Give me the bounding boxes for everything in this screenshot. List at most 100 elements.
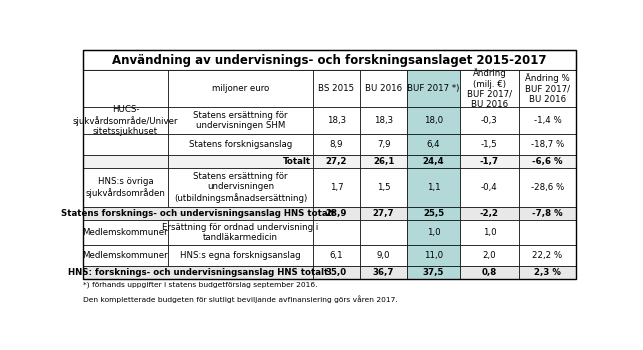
Bar — [83, 50, 576, 279]
Bar — [460, 134, 519, 155]
Text: Statens ersättning för
undervisningen SHM: Statens ersättning för undervisningen SH… — [193, 111, 287, 130]
Text: -1,5: -1,5 — [481, 140, 498, 149]
Bar — [519, 245, 576, 266]
Text: 37,5: 37,5 — [423, 268, 444, 277]
Bar — [519, 206, 576, 220]
Bar — [168, 70, 313, 107]
Text: 18,3: 18,3 — [327, 116, 346, 125]
Bar — [519, 220, 576, 245]
Text: 25,5: 25,5 — [423, 209, 444, 218]
Bar — [168, 245, 313, 266]
Text: Medlemskommuner: Medlemskommuner — [82, 251, 168, 260]
Text: 6,4: 6,4 — [427, 140, 440, 149]
Text: 6,1: 6,1 — [330, 251, 343, 260]
Bar — [407, 107, 460, 134]
Text: HNS:s övriga
sjukvårdsområden: HNS:s övriga sjukvårdsområden — [86, 177, 165, 197]
Text: 36,7: 36,7 — [373, 268, 394, 277]
Bar — [460, 155, 519, 168]
Bar — [83, 107, 168, 134]
Bar — [168, 134, 313, 155]
Text: 26,1: 26,1 — [373, 157, 394, 166]
Text: 28,9: 28,9 — [326, 209, 347, 218]
Bar — [519, 266, 576, 279]
Text: BS 2015: BS 2015 — [318, 84, 354, 93]
Text: Statens forsknings- och undervisningsanslag HNS totalt: Statens forsknings- och undervisningsans… — [61, 209, 335, 218]
Bar — [360, 134, 407, 155]
Bar — [407, 70, 460, 107]
Text: 1,1: 1,1 — [427, 183, 440, 192]
Bar — [313, 155, 360, 168]
Bar — [360, 70, 407, 107]
Bar — [460, 206, 519, 220]
Text: 22,2 %: 22,2 % — [532, 251, 563, 260]
Bar — [83, 245, 168, 266]
Bar — [313, 245, 360, 266]
Text: -6,6 %: -6,6 % — [532, 157, 563, 166]
Bar — [83, 155, 168, 168]
Bar — [168, 155, 313, 168]
Text: BUF 2017 *): BUF 2017 *) — [408, 84, 460, 93]
Text: -28,6 %: -28,6 % — [531, 183, 564, 192]
Bar — [83, 70, 168, 107]
Bar — [83, 134, 168, 155]
Text: 1,0: 1,0 — [483, 228, 496, 237]
Text: Totalt: Totalt — [283, 157, 311, 166]
Bar — [460, 107, 519, 134]
Text: -0,4: -0,4 — [481, 183, 498, 192]
Text: -2,2: -2,2 — [480, 209, 499, 218]
Text: HNS: forsknings- och undervisningsanslag HNS totalt: HNS: forsknings- och undervisningsanslag… — [68, 268, 328, 277]
Bar — [83, 266, 313, 279]
Text: Användning av undervisnings- och forskningsanslaget 2015-2017: Användning av undervisnings- och forskni… — [113, 54, 547, 67]
Bar — [460, 266, 519, 279]
Bar — [313, 206, 360, 220]
Text: HNS:s egna forsknigsanslag: HNS:s egna forsknigsanslag — [180, 251, 301, 260]
Bar — [313, 220, 360, 245]
Bar — [168, 220, 313, 245]
Text: 9,0: 9,0 — [377, 251, 390, 260]
Bar — [519, 70, 576, 107]
Bar — [83, 220, 168, 245]
Text: Statens forsknigsanslag: Statens forsknigsanslag — [189, 140, 292, 149]
Text: 18,3: 18,3 — [374, 116, 393, 125]
Bar — [519, 155, 576, 168]
Bar — [460, 245, 519, 266]
Bar — [407, 134, 460, 155]
Bar — [460, 168, 519, 206]
Text: 1,0: 1,0 — [427, 228, 440, 237]
Text: 24,4: 24,4 — [423, 157, 444, 166]
Text: 35,0: 35,0 — [326, 268, 347, 277]
Text: 2,0: 2,0 — [483, 251, 496, 260]
Text: Ändring %
BUF 2017/
BU 2016: Ändring % BUF 2017/ BU 2016 — [525, 74, 570, 104]
Text: Ersättning för ordnad undervisning i
tandläkarmedicin: Ersättning för ordnad undervisning i tan… — [162, 223, 318, 242]
Bar — [519, 107, 576, 134]
Bar — [360, 220, 407, 245]
Bar — [360, 107, 407, 134]
Text: Ändring
(milj. €)
BUF 2017/
BU 2016: Ändring (milj. €) BUF 2017/ BU 2016 — [467, 68, 512, 109]
Bar — [407, 245, 460, 266]
Bar — [313, 70, 360, 107]
Bar — [313, 107, 360, 134]
Bar — [313, 134, 360, 155]
Bar — [360, 155, 407, 168]
Text: 0,8: 0,8 — [482, 268, 497, 277]
Bar — [83, 50, 576, 70]
Bar — [360, 266, 407, 279]
Bar — [519, 134, 576, 155]
Text: 27,2: 27,2 — [326, 157, 347, 166]
Text: 18,0: 18,0 — [424, 116, 443, 125]
Bar — [407, 168, 460, 206]
Text: 1,7: 1,7 — [330, 183, 343, 192]
Text: 8,9: 8,9 — [330, 140, 343, 149]
Bar — [360, 168, 407, 206]
Bar — [168, 107, 313, 134]
Text: 1,5: 1,5 — [377, 183, 390, 192]
Bar — [407, 155, 460, 168]
Text: Statens ersättning för
undervisningen
(utbildningsmånadsersättning): Statens ersättning för undervisningen (u… — [174, 172, 307, 203]
Text: 7,9: 7,9 — [377, 140, 390, 149]
Text: -7,8 %: -7,8 % — [532, 209, 563, 218]
Text: Medlemskommuner: Medlemskommuner — [82, 228, 168, 237]
Bar — [407, 266, 460, 279]
Text: -1,7: -1,7 — [480, 157, 499, 166]
Bar — [83, 206, 313, 220]
Text: BU 2016: BU 2016 — [365, 84, 402, 93]
